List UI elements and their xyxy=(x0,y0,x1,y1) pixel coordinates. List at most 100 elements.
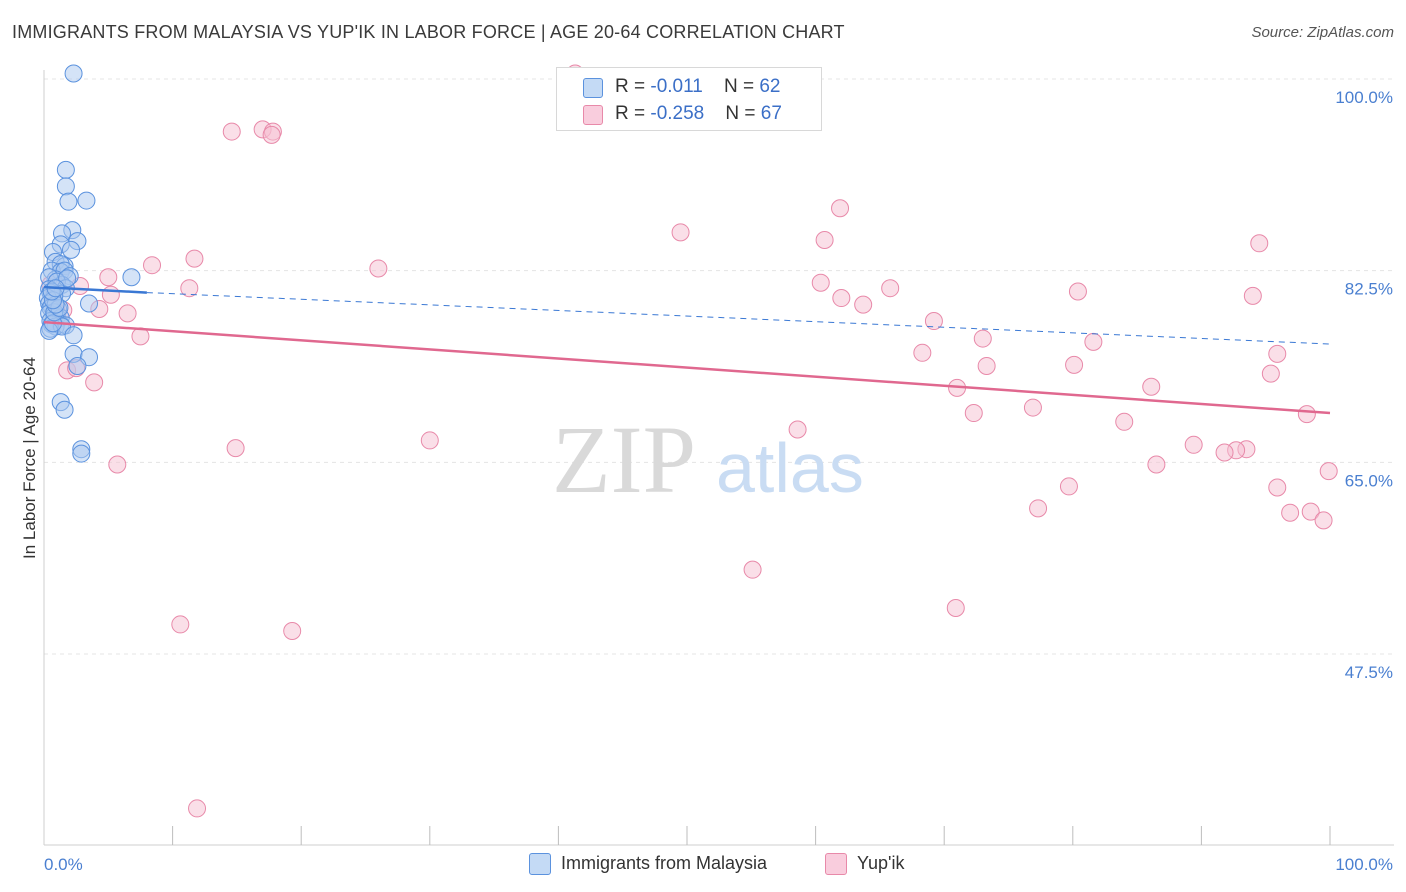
yupik-point xyxy=(222,122,241,141)
bottom-legend-swatch-pink xyxy=(825,853,847,875)
yupik-point xyxy=(143,256,162,275)
yupik-point xyxy=(831,199,850,218)
y-axis-label: In Labor Force | Age 20-64 xyxy=(20,357,39,559)
yupik-point xyxy=(1250,234,1269,253)
yupik-point xyxy=(262,125,281,144)
y-tick-label: 100.0% xyxy=(1335,88,1393,107)
yupik-point xyxy=(420,431,439,450)
yupik-point xyxy=(99,268,118,287)
yupik-point xyxy=(1268,478,1287,497)
malaysia-point xyxy=(80,294,99,313)
x-tick-label-min: 0.0% xyxy=(44,855,83,874)
yupik-point xyxy=(1065,355,1084,374)
legend-r-label: R = xyxy=(615,76,651,97)
yupik-point xyxy=(171,615,190,634)
yupik-point xyxy=(1268,344,1287,363)
yupik-point xyxy=(180,279,199,298)
bottom-legend-label: Immigrants from Malaysia xyxy=(561,853,768,873)
legend-r-label: R = xyxy=(615,103,651,124)
yupik-point xyxy=(743,560,762,579)
y-tick-label: 47.5% xyxy=(1345,663,1393,682)
yupik-point xyxy=(1059,477,1078,496)
yupik-point xyxy=(1301,502,1320,521)
bottom-legend-swatch-blue xyxy=(529,853,551,875)
yupik-point xyxy=(1115,412,1134,431)
yupik-point xyxy=(815,231,834,249)
malaysia-point xyxy=(77,191,96,210)
yupik-point xyxy=(811,273,830,292)
yupik-point xyxy=(924,312,943,331)
legend-n-label: N = xyxy=(725,103,761,124)
legend-n-value: 67 xyxy=(760,103,782,124)
malaysia-point xyxy=(62,240,81,259)
stats-legend: R = -0.011 N = 62 R = -0.258 N = 67 xyxy=(556,67,822,131)
yupik-point xyxy=(1319,462,1338,481)
axes xyxy=(43,70,1394,846)
yupik-point xyxy=(1261,364,1280,383)
yupik-point xyxy=(788,420,807,439)
legend-r-value: -0.258 xyxy=(650,103,705,124)
yupik-point xyxy=(1297,405,1316,424)
yupik-point xyxy=(118,304,137,323)
yupik-point xyxy=(913,343,932,362)
yupik-point xyxy=(185,249,204,268)
malaysia-trend-extension xyxy=(146,292,1331,345)
yupik-point xyxy=(1142,377,1161,396)
bottom-legend-label: Yup'ik xyxy=(857,853,905,873)
yupik-trend-line xyxy=(43,320,1331,415)
yupik-point xyxy=(1029,499,1048,518)
yupik-point xyxy=(226,439,245,458)
malaysia-trend-line xyxy=(43,285,147,294)
legend-n-label: N = xyxy=(723,76,760,97)
legend-swatch-blue xyxy=(583,78,603,98)
legend-n-value: 62 xyxy=(759,76,781,97)
yupik-point xyxy=(1084,332,1103,351)
yupik-point xyxy=(977,356,996,375)
grid-lines xyxy=(44,78,1394,655)
yupik-point xyxy=(1281,503,1300,522)
x-tick-label-max: 100.0% xyxy=(1335,855,1393,874)
malaysia-point xyxy=(56,177,75,196)
yupik-point xyxy=(1184,435,1203,454)
malaysia-point xyxy=(56,160,75,179)
yupik-point xyxy=(1215,443,1234,462)
yupik-point xyxy=(946,599,965,617)
malaysia-point xyxy=(59,192,78,211)
malaysia-point xyxy=(122,268,141,287)
malaysia-point xyxy=(64,326,83,345)
source-credit: Source: ZipAtlas.com xyxy=(1251,24,1394,41)
yupik-point xyxy=(369,259,388,278)
legend-r-value: -0.011 xyxy=(650,76,703,97)
malaysia-point xyxy=(72,444,91,463)
yupik-point xyxy=(854,295,873,314)
yupik-point xyxy=(101,285,120,304)
malaysia-point xyxy=(64,64,83,83)
yupik-point xyxy=(188,799,207,818)
yupik-point xyxy=(973,329,992,348)
yupik-point xyxy=(108,455,127,474)
legend-swatch-pink xyxy=(583,105,603,125)
yupik-point xyxy=(671,223,690,242)
y-tick-label: 65.0% xyxy=(1345,471,1393,490)
malaysia-point xyxy=(55,400,74,419)
yupik-point xyxy=(1068,282,1087,301)
yupik-point xyxy=(283,622,302,640)
chart-title: IMMIGRANTS FROM MALAYSIA VS YUP'IK IN LA… xyxy=(12,22,845,42)
malaysia-point xyxy=(68,356,87,375)
series-malaysia-points xyxy=(38,64,141,463)
yupik-point xyxy=(85,373,104,392)
yupik-point xyxy=(1147,455,1166,474)
yupik-point xyxy=(881,279,900,298)
trend-lines xyxy=(43,285,1331,415)
watermark-atlas: atlas xyxy=(716,429,864,507)
yupik-point xyxy=(1314,511,1333,530)
malaysia-point xyxy=(58,269,77,288)
watermark-zip: ZIP xyxy=(552,406,696,513)
yupik-point xyxy=(1023,398,1042,417)
y-tick-labels: 47.5% 65.0% 82.5% 100.0% xyxy=(1335,88,1393,682)
yupik-point xyxy=(832,289,851,308)
y-tick-label: 82.5% xyxy=(1345,280,1393,299)
yupik-point xyxy=(1243,286,1262,305)
yupik-point xyxy=(964,404,983,423)
